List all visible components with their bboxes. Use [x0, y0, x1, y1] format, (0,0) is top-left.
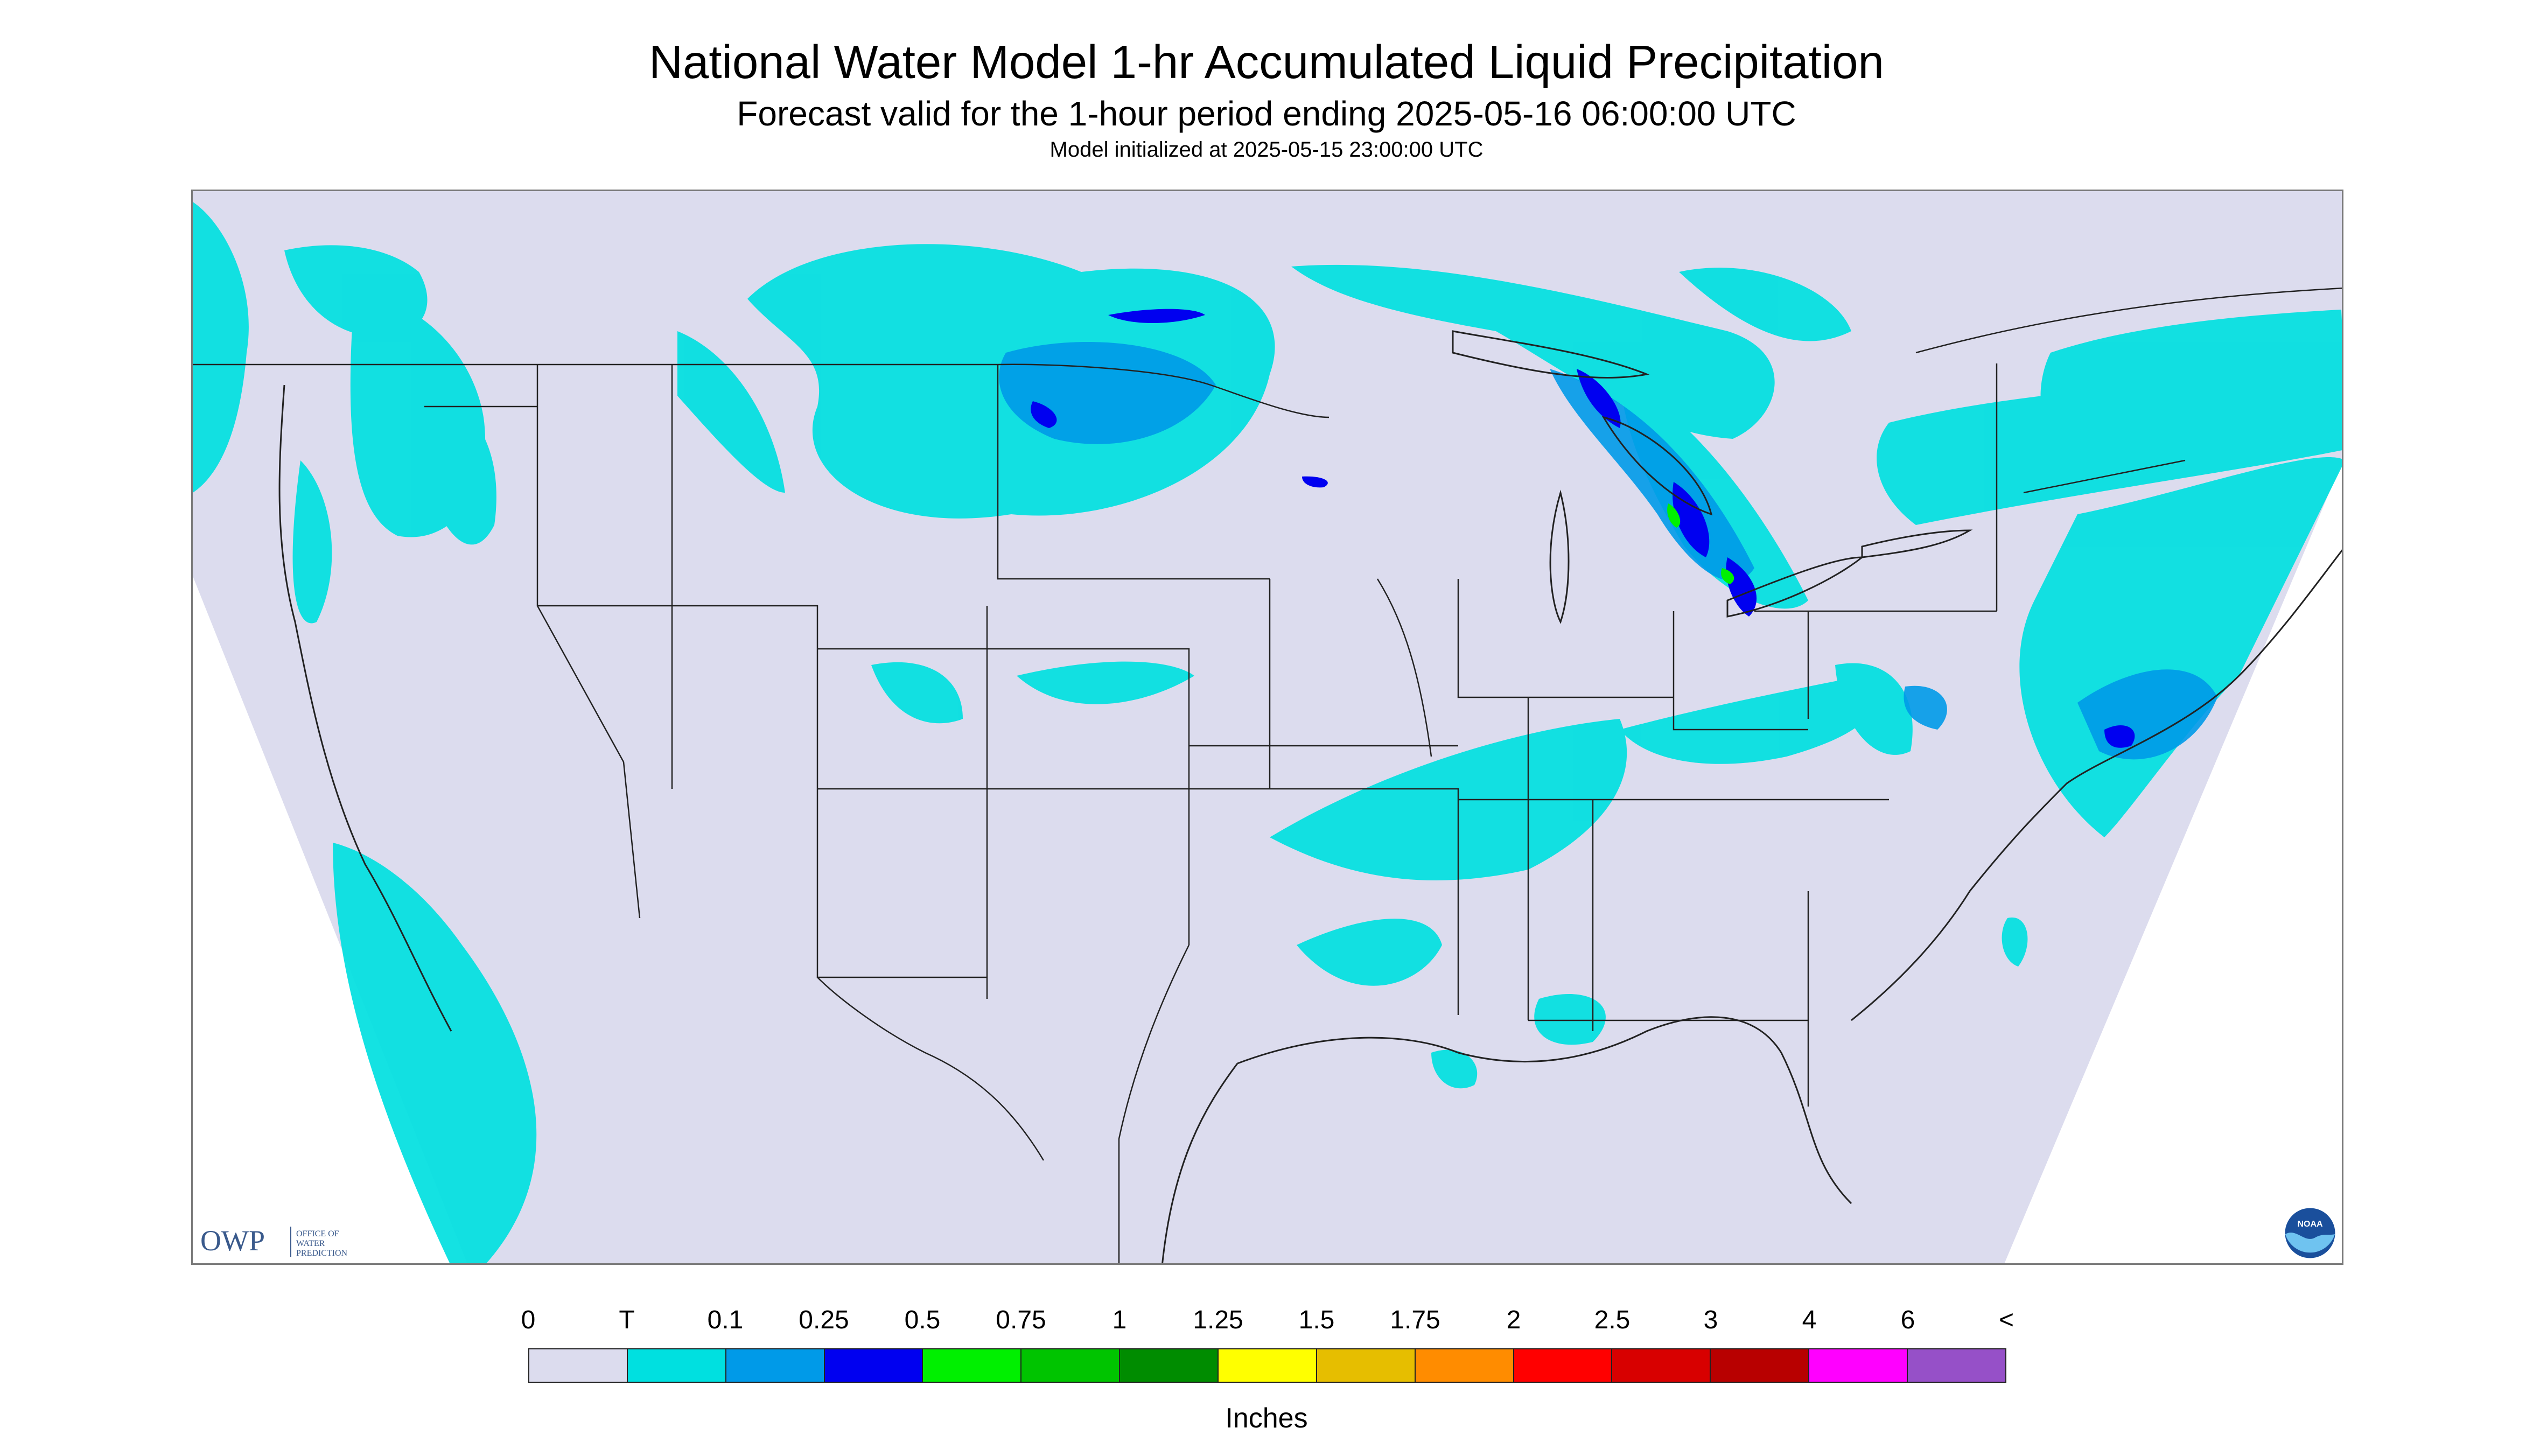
great-lakes	[1452, 330, 1973, 624]
legend-swatch-10	[1513, 1349, 1612, 1382]
owp-logo-icon: OWP OFFICE OF WATER PREDICTION	[200, 1224, 348, 1258]
legend-swatch-0	[529, 1349, 627, 1382]
legend-label-10: 2	[1506, 1306, 1521, 1334]
legend-swatch-2	[725, 1349, 824, 1382]
legend-label-4: 0.5	[904, 1306, 941, 1334]
owp-logo-subtext-2: WATER	[296, 1239, 325, 1248]
noaa-logo-text: NOAA	[2297, 1220, 2323, 1229]
legend-swatch-6	[1119, 1349, 1218, 1382]
legend-swatch-11	[1611, 1349, 1710, 1382]
legend-swatch-14	[1907, 1349, 2005, 1382]
noaa-logo-icon: NOAA	[2283, 1206, 2337, 1260]
precipitation-map	[191, 190, 2343, 1265]
legend-label-7: 1.25	[1193, 1306, 1243, 1334]
legend-label-5: 0.75	[996, 1306, 1046, 1334]
legend-label-15: <	[1998, 1306, 2014, 1334]
precip-green-areas	[1667, 503, 1734, 584]
legend-label-3: 0.25	[799, 1306, 849, 1334]
model-domain	[193, 191, 2342, 1263]
legend-label-2: 0.1	[707, 1306, 744, 1334]
owp-logo-subtext-1: OFFICE OF	[296, 1229, 339, 1238]
owp-logo-text: OWP	[200, 1224, 265, 1257]
coastlines	[278, 384, 2342, 1263]
legend-label-13: 4	[1802, 1306, 1817, 1334]
legend-swatch-3	[823, 1349, 922, 1382]
legend-label-6: 1	[1112, 1306, 1127, 1334]
legend-swatch-8	[1316, 1349, 1415, 1382]
legend-label-9: 1.75	[1390, 1306, 1440, 1334]
legend-swatch-7	[1217, 1349, 1316, 1382]
legend-swatch-13	[1808, 1349, 1907, 1382]
map-title: National Water Model 1-hr Accumulated Li…	[649, 36, 1884, 88]
legend-label-14: 6	[1900, 1306, 1915, 1334]
precip-trace-areas	[193, 202, 2342, 1263]
legend-label-0: 0	[521, 1306, 536, 1334]
legend-label-8: 1.5	[1298, 1306, 1335, 1334]
legend-label-1: T	[619, 1306, 635, 1334]
legend-swatch-12	[1710, 1349, 1809, 1382]
political-borders	[193, 288, 2342, 1263]
owp-logo-subtext-3: PREDICTION	[296, 1249, 348, 1258]
legend-swatch-1	[626, 1349, 725, 1382]
legend-swatch-4	[922, 1349, 1021, 1382]
legend-units: Inches	[1225, 1403, 1308, 1434]
precip-colorbar	[528, 1348, 2006, 1383]
map-subtitle: Forecast valid for the 1-hour period end…	[737, 94, 1796, 133]
legend-swatch-9	[1414, 1349, 1513, 1382]
legend-swatch-5	[1020, 1349, 1119, 1382]
legend-label-11: 2.5	[1594, 1306, 1631, 1334]
legend-label-12: 3	[1703, 1306, 1718, 1334]
map-canvas	[193, 191, 2342, 1263]
model-init-text: Model initialized at 2025-05-15 23:00:00…	[1049, 138, 1484, 162]
